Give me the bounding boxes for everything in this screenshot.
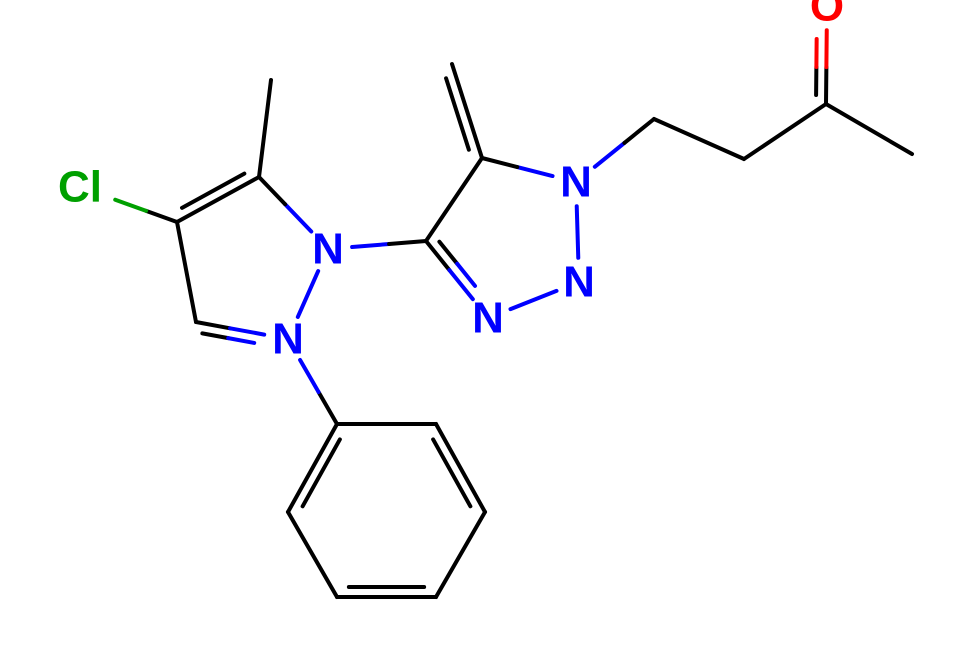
nitrogen-label: N [563, 258, 595, 307]
nitrogen-label: N [312, 225, 344, 274]
molecule-canvas: NNClNNNO [0, 0, 960, 654]
nitrogen-label: N [272, 315, 304, 364]
nitrogen-label: N [560, 158, 592, 207]
oxygen-label: O [810, 0, 844, 31]
nitrogen-label: N [472, 294, 504, 343]
chlorine-label: Cl [58, 163, 102, 212]
